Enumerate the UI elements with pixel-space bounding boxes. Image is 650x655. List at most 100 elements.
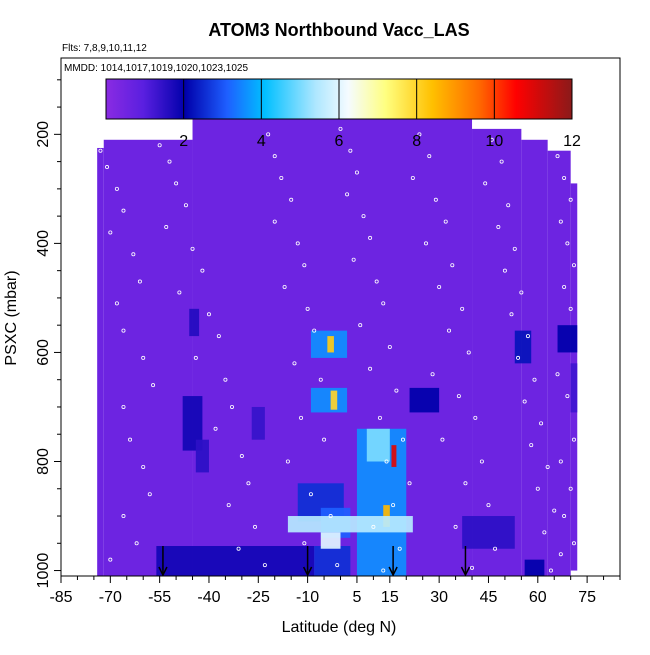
heatmap-cell xyxy=(557,325,578,353)
sample-point xyxy=(246,481,251,486)
sample-point xyxy=(354,170,359,175)
x-axis-label: Latitude (deg N) xyxy=(282,619,397,636)
sample-point xyxy=(190,246,195,251)
sample-point xyxy=(562,175,567,180)
sample-point xyxy=(456,394,461,399)
sample-point xyxy=(239,454,244,459)
sample-point xyxy=(381,301,386,306)
x-tick-label: 15 xyxy=(381,589,399,606)
sample-point xyxy=(318,377,323,382)
sample-point xyxy=(512,246,517,251)
sample-point xyxy=(253,524,258,529)
sample-point xyxy=(348,148,353,153)
sample-point xyxy=(558,552,563,557)
sample-point xyxy=(381,568,386,573)
sample-point xyxy=(397,546,402,551)
sample-point xyxy=(440,437,445,442)
x-tick-label: -40 xyxy=(197,589,220,606)
sample-point xyxy=(473,415,478,420)
sample-point xyxy=(266,132,271,137)
sample-point xyxy=(229,404,234,409)
sample-point xyxy=(338,126,343,131)
sample-point xyxy=(506,203,511,208)
y-tick-label: 600 xyxy=(35,339,52,366)
sample-point xyxy=(183,203,188,208)
sample-point xyxy=(216,334,221,339)
x-tick-label: 75 xyxy=(578,589,596,606)
heatmap-cell xyxy=(156,546,315,576)
sample-point xyxy=(463,481,468,486)
sample-point xyxy=(516,355,521,360)
profile-arrow xyxy=(460,546,471,577)
sample-point xyxy=(368,366,373,371)
sample-point xyxy=(114,301,119,306)
sample-point xyxy=(430,372,435,377)
sample-point xyxy=(384,459,389,464)
sample-point xyxy=(450,263,455,268)
sample-point xyxy=(108,230,113,235)
colorbar: 2 4 6 8 10 12 xyxy=(105,78,581,150)
heatmap-cell xyxy=(287,516,413,533)
x-tick-label: 45 xyxy=(480,589,498,606)
sample-point xyxy=(479,459,484,464)
sample-point xyxy=(105,165,110,170)
heatmap-cell xyxy=(327,336,334,353)
sample-point xyxy=(151,383,156,388)
chart-subtitle-dates: MMDD: 1014,1017,1019,1020,1023,1025 xyxy=(64,63,248,74)
sample-point xyxy=(502,268,507,273)
heatmap-coverage-cell xyxy=(103,139,193,576)
sample-point xyxy=(571,263,576,268)
profile-arrow xyxy=(158,546,168,577)
y-axis: 200 400 600 800 1000 xyxy=(35,79,62,588)
sample-point xyxy=(282,285,287,290)
x-tick-label: -25 xyxy=(247,589,270,606)
sample-point xyxy=(568,197,573,202)
heatmap-cell xyxy=(314,546,351,576)
sample-point xyxy=(555,372,560,377)
sample-point xyxy=(141,355,146,360)
sample-point xyxy=(519,290,524,295)
sample-point xyxy=(427,154,432,159)
sample-point xyxy=(443,219,448,224)
sample-point xyxy=(121,404,126,409)
x-tick-label: 5 xyxy=(352,589,361,606)
sample-point xyxy=(565,394,570,399)
sample-points xyxy=(98,126,576,573)
sample-point xyxy=(295,241,300,246)
sample-point xyxy=(98,148,103,153)
sample-point xyxy=(164,225,169,230)
sample-point xyxy=(121,514,126,519)
sample-point xyxy=(552,508,557,513)
sample-point xyxy=(483,181,488,186)
heatmap-cell xyxy=(524,559,545,576)
sample-point xyxy=(177,290,182,295)
sample-point xyxy=(128,437,133,442)
x-tick-label: -55 xyxy=(148,589,171,606)
heatmap-cell xyxy=(514,330,532,364)
sample-point xyxy=(568,486,573,491)
sample-point xyxy=(496,225,501,230)
sample-point xyxy=(131,252,136,257)
sample-point xyxy=(447,328,452,333)
sample-point xyxy=(299,415,304,420)
sample-point xyxy=(470,565,475,570)
heatmap-cell xyxy=(570,363,578,413)
profile-arrow xyxy=(388,546,398,577)
sample-point xyxy=(371,524,376,529)
sample-point xyxy=(437,285,442,290)
sample-point xyxy=(272,219,277,224)
profile-arrow xyxy=(302,546,313,577)
sample-point xyxy=(509,312,514,317)
profile-arrows xyxy=(158,546,471,577)
sample-point xyxy=(571,541,576,546)
colorbar-tick-label: 2 xyxy=(179,133,188,150)
sample-point xyxy=(486,503,491,508)
sample-point xyxy=(433,197,438,202)
colorbar-tick-label: 12 xyxy=(563,133,581,150)
heatmap-cell xyxy=(330,390,338,410)
y-tick-label: 200 xyxy=(35,121,52,148)
x-tick-label: -70 xyxy=(99,589,122,606)
sample-point xyxy=(193,355,198,360)
